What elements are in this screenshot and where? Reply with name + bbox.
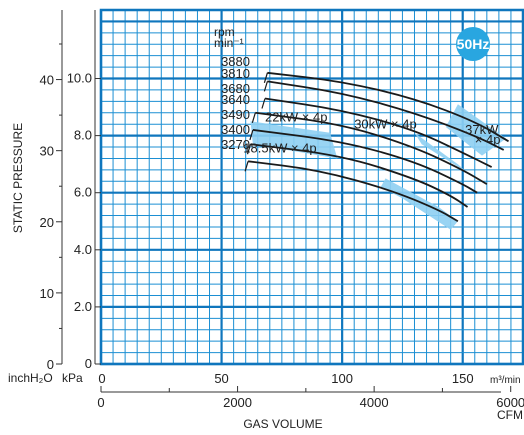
m3-tick-label: 50 xyxy=(214,371,228,386)
motor-band xyxy=(414,132,468,173)
plot-grid xyxy=(99,8,524,366)
rpm-curve-label: 3880 xyxy=(221,54,250,69)
x-axis-title: GAS VOLUME xyxy=(243,417,322,431)
inch-tick-label: 30 xyxy=(40,144,54,159)
badge-circle xyxy=(456,27,490,61)
kpa-tick-label: 0 xyxy=(85,356,92,371)
axes: 0 2.0 4.0 6.0 8.0 10.0 0 10 20 30 40 0 50 100 150 0 2000… xyxy=(40,10,524,410)
badge-text: 50Hz xyxy=(457,36,490,52)
motor-band xyxy=(250,121,338,159)
motor-band-label: 18.5kW × 4p xyxy=(243,141,316,156)
rpm-curve xyxy=(255,111,488,185)
plot-border xyxy=(99,8,524,366)
rpm-curve-label: 3640 xyxy=(221,92,250,107)
rpm-curve xyxy=(267,71,509,143)
rpm-curve-tail xyxy=(246,144,252,155)
badge-50hz: 50Hz xyxy=(456,27,490,61)
rpm-curve-tail xyxy=(244,161,249,172)
cfm-tick-label: 2000 xyxy=(223,395,252,410)
rpm-curve-label: 3680 xyxy=(221,81,250,96)
rpm-curve xyxy=(250,143,469,208)
rpm-curve-label: 3270 xyxy=(221,137,250,152)
rpm-curve xyxy=(247,160,459,223)
motor-band-label: 30kW × 4p xyxy=(354,116,417,131)
kpa-tick-label: 10.0 xyxy=(67,71,92,86)
rpm-unit: min⁻¹ xyxy=(214,36,244,50)
inch-tick-label: 10 xyxy=(40,286,54,301)
motor-band-label: 22kW × 4p xyxy=(265,109,328,124)
motor-band-label: 37kW xyxy=(465,122,499,137)
unit-m3: m³/min xyxy=(490,375,521,386)
inch-tick-label: 0 xyxy=(47,357,54,372)
unit-kpa: kPa xyxy=(62,371,83,385)
cfm-tick-label: 6000 xyxy=(496,395,524,410)
rpm-curve xyxy=(252,129,478,194)
plot-background xyxy=(101,10,523,364)
rpm-curve xyxy=(264,97,493,168)
unit-inch: inchH₂O xyxy=(8,371,53,385)
m3-tick-label: 150 xyxy=(452,371,474,386)
inch-tick-label: 40 xyxy=(40,73,54,88)
rpm-curve-tail xyxy=(249,129,254,141)
unit-cfm: CFM xyxy=(497,408,523,422)
rpm-label: rpm xyxy=(214,25,235,39)
rpm-curve-tail xyxy=(251,112,256,123)
rpm-curve-label: 3400 xyxy=(221,122,250,137)
cfm-tick-label: 4000 xyxy=(360,395,389,410)
rpm-curve-tail xyxy=(263,72,268,83)
rpm-curve xyxy=(267,80,505,151)
kpa-tick-label: 4.0 xyxy=(74,242,92,257)
kpa-tick-label: 6.0 xyxy=(74,185,92,200)
y-axis-title: STATIC PRESSURE xyxy=(11,123,25,233)
cfm-tick-label: 0 xyxy=(97,395,104,410)
rpm-curves xyxy=(244,71,509,223)
inch-tick-label: 20 xyxy=(40,215,54,230)
kpa-tick-label: 8.0 xyxy=(74,128,92,143)
m3-tick-label: 0 xyxy=(98,371,105,386)
kpa-tick-label: 2.0 xyxy=(74,299,92,314)
rpm-curve-tail xyxy=(263,81,268,92)
rpm-curve-tail xyxy=(261,98,266,109)
motor-band xyxy=(380,178,458,230)
rpm-curve-label: 3490 xyxy=(221,107,250,122)
m3-tick-label: 100 xyxy=(331,371,353,386)
motor-band-label: × 4p xyxy=(475,132,501,147)
rpm-curve-label: 3810 xyxy=(221,66,250,81)
